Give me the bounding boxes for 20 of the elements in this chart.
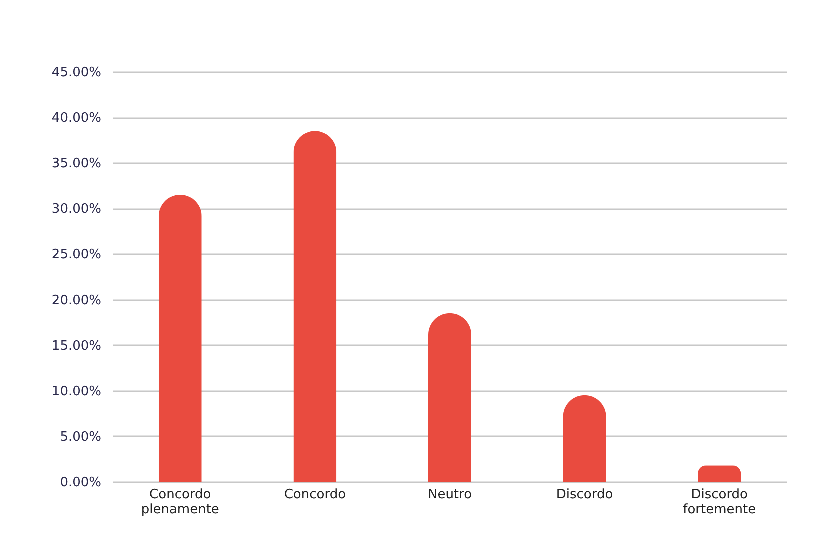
y-tick-label: 40.00%: [52, 111, 102, 126]
bar: [563, 395, 606, 482]
bar: [294, 131, 337, 482]
x-tick-label: Neutro: [428, 488, 472, 502]
y-tick-label: 45.00%: [52, 66, 102, 80]
y-tick-label: 20.00%: [52, 293, 102, 308]
x-tick-label: Discordo: [556, 488, 614, 502]
y-tick-label: 15.00%: [52, 338, 102, 354]
bar: [698, 466, 742, 482]
y-tick-label: 5.00%: [60, 430, 102, 445]
y-tick-label: 25.00%: [52, 248, 102, 263]
x-tick-label: Discordo fortemente: [683, 488, 756, 518]
x-tick-label: Concordo: [284, 488, 346, 502]
y-tick-label: 35.00%: [52, 156, 102, 172]
y-tick-label: 30.00%: [52, 202, 102, 218]
x-tick-label: Concordo plenamente: [141, 488, 220, 518]
bar: [158, 195, 202, 482]
y-tick-label: 10.00%: [52, 384, 102, 400]
bar: [428, 313, 472, 482]
y-tick-label: 0.00%: [60, 476, 102, 490]
